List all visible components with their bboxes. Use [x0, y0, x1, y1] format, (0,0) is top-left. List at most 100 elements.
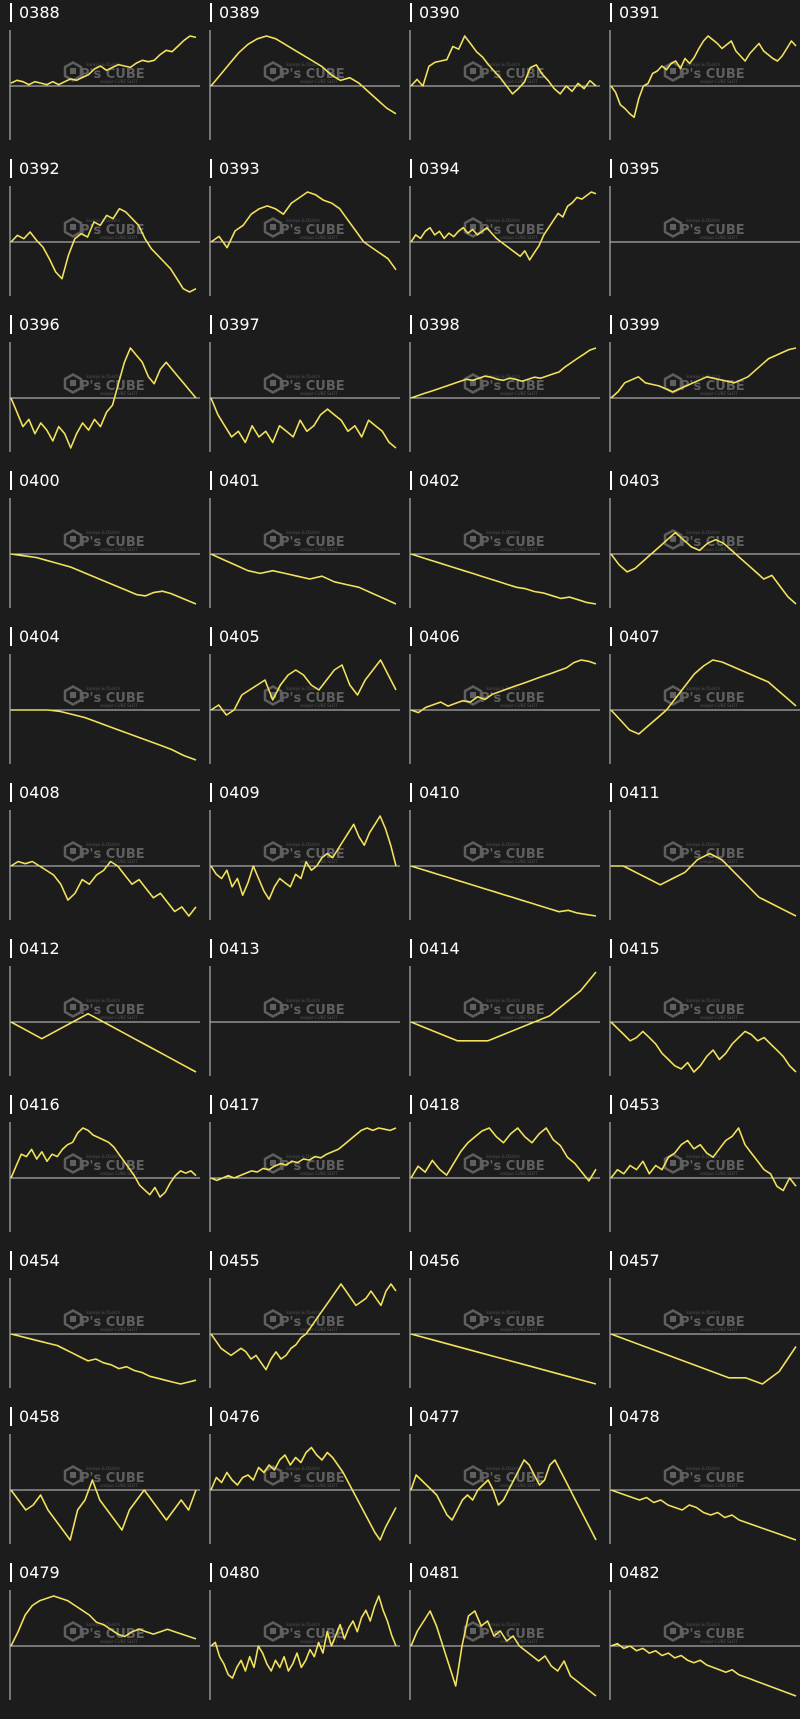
cube-logo-icon	[463, 373, 483, 394]
cube-logo-icon	[663, 1621, 683, 1642]
cube-logo-icon	[670, 692, 676, 698]
chart-title: 0396	[10, 315, 60, 334]
watermark-subline: unique CUBE SLOT	[100, 1327, 138, 1332]
series-line	[210, 1283, 397, 1371]
watermark-tagline: Sankyo & Daiichi	[686, 1310, 720, 1315]
watermark-subline: unique CUBE SLOT	[700, 1639, 738, 1644]
watermark-subline: unique CUBE SLOT	[100, 547, 138, 552]
chart-panel: Sankyo & Daiichi P's CUBE unique CUBE SLOT…	[200, 1404, 400, 1560]
cube-logo-icon	[470, 224, 476, 230]
chart-title: 0407	[610, 627, 660, 646]
cube-logo-icon	[63, 61, 83, 82]
cube-logo-icon	[70, 848, 76, 854]
watermark-tagline: Sankyo & Daiichi	[286, 1622, 320, 1627]
watermark-tagline: Sankyo & Daiichi	[486, 1466, 520, 1471]
chart-panel: Sankyo & Daiichi P's CUBE unique CUBE SLOT…	[200, 156, 400, 312]
chart-title: 0477	[410, 1407, 460, 1426]
watermark-subline: unique CUBE SLOT	[500, 235, 538, 240]
chart-panel: Sankyo & Daiichi P's CUBE unique CUBE SLOT…	[400, 312, 600, 468]
series-line	[610, 35, 797, 119]
chart-title: 0416	[10, 1095, 60, 1114]
cube-logo-icon	[670, 224, 676, 230]
cube-logo-icon	[270, 380, 276, 386]
watermark-subline: unique CUBE SLOT	[500, 391, 538, 396]
cube-logo-icon	[270, 68, 276, 74]
chart-panel: Sankyo & Daiichi P's CUBE unique CUBE SLOT…	[200, 312, 400, 468]
series-line	[210, 191, 397, 271]
watermark-tagline: Sankyo & Daiichi	[486, 1622, 520, 1627]
cube-logo-icon	[70, 1004, 76, 1010]
watermark-brand: P's CUBE	[480, 1003, 545, 1018]
series-line	[611, 852, 797, 917]
watermark-brand: P's CUBE	[680, 223, 745, 238]
series-line	[410, 191, 597, 261]
cube-logo-icon	[470, 380, 476, 386]
watermark-brand: P's CUBE	[280, 223, 345, 238]
cube-logo-icon	[63, 1621, 83, 1642]
watermark-tagline: Sankyo & Daiichi	[486, 530, 520, 535]
watermark-brand: P's CUBE	[80, 1315, 145, 1330]
chart-title: 0399	[610, 315, 660, 334]
chart-title: 0457	[610, 1251, 660, 1270]
watermark-brand: P's CUBE	[80, 1003, 145, 1018]
chart-title: 0418	[410, 1095, 460, 1114]
chart-panel: Sankyo & Daiichi P's CUBE unique CUBE SLOT…	[400, 1560, 600, 1716]
cube-logo-icon	[70, 1160, 76, 1166]
watermark-tagline: Sankyo & Daiichi	[86, 530, 120, 535]
watermark-brand: P's CUBE	[680, 691, 745, 706]
watermark-subline: unique CUBE SLOT	[700, 79, 738, 84]
chart-panel: Sankyo & Daiichi P's CUBE unique CUBE SLOT…	[200, 468, 400, 624]
watermark-subline: unique CUBE SLOT	[300, 1015, 338, 1020]
chart-panel: Sankyo & Daiichi P's CUBE unique CUBE SLOT…	[600, 156, 800, 312]
watermark-brand: P's CUBE	[680, 67, 745, 82]
cube-logo-icon	[63, 997, 83, 1018]
watermark-tagline: Sankyo & Daiichi	[86, 686, 120, 691]
watermark-brand: P's CUBE	[80, 223, 145, 238]
chart-title: 0405	[210, 627, 260, 646]
watermark-tagline: Sankyo & Daiichi	[486, 218, 520, 223]
chart-title: 0406	[410, 627, 460, 646]
series-line	[210, 1127, 397, 1182]
chart-title: 0458	[10, 1407, 60, 1426]
cube-logo-icon	[263, 217, 283, 238]
watermark-subline: unique CUBE SLOT	[100, 79, 138, 84]
watermark-tagline: Sankyo & Daiichi	[286, 842, 320, 847]
series-line	[10, 1595, 197, 1647]
chart-panel: Sankyo & Daiichi P's CUBE unique CUBE SLOT…	[0, 0, 200, 156]
watermark-subline: unique CUBE SLOT	[300, 1483, 338, 1488]
chart-title: 0403	[610, 471, 660, 490]
cube-logo-icon	[63, 529, 83, 550]
watermark-tagline: Sankyo & Daiichi	[686, 1622, 720, 1627]
cube-logo-icon	[463, 1309, 483, 1330]
watermark-tagline: Sankyo & Daiichi	[686, 1466, 720, 1471]
chart-panel: Sankyo & Daiichi P's CUBE unique CUBE SLOT…	[200, 780, 400, 936]
chart-title: 0409	[210, 783, 260, 802]
cube-logo-icon	[470, 1004, 476, 1010]
watermark-brand: P's CUBE	[80, 535, 145, 550]
chart-panel: Sankyo & Daiichi P's CUBE unique CUBE SLOT…	[400, 1404, 600, 1560]
cube-logo-icon	[670, 1160, 676, 1166]
chart-title: 0476	[210, 1407, 260, 1426]
series-line	[210, 815, 397, 901]
